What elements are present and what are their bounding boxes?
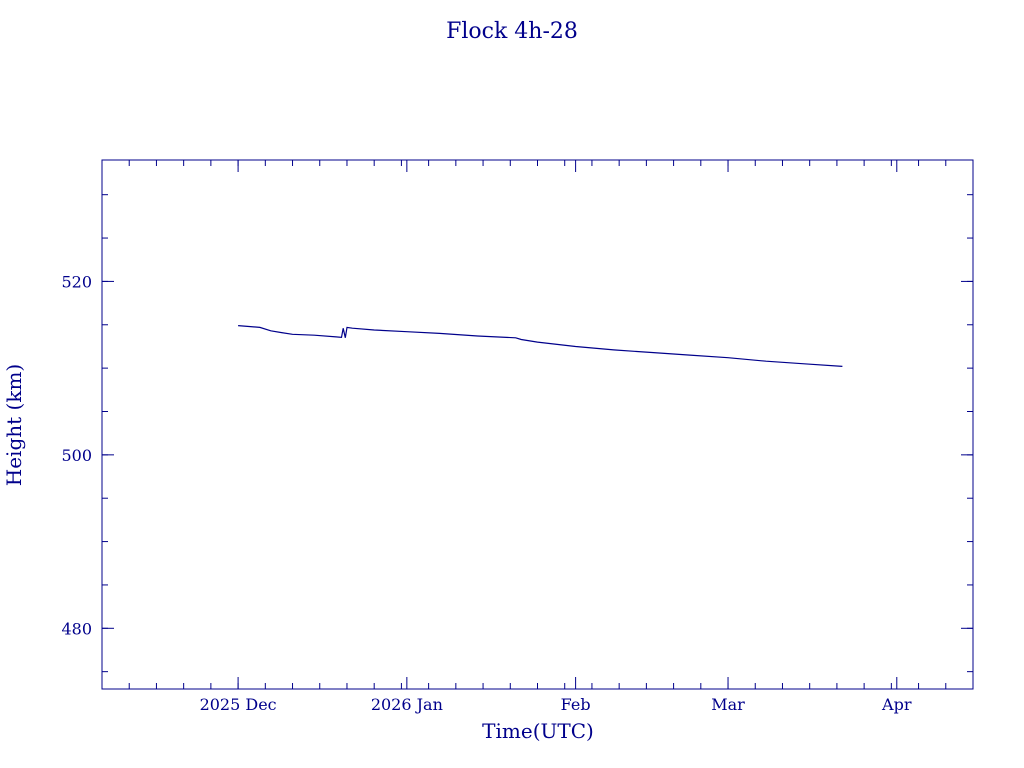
x-tick-label: Mar [711,695,745,714]
x-tick-label: Apr [881,695,912,714]
tick-layer [101,160,974,689]
x-tick-label: 2026 Jan [371,695,443,714]
y-tick-label: 480 [61,619,92,638]
x-tick-label: 2025 Dec [200,695,277,714]
y-tick-label: 520 [61,272,92,291]
y-axis-label: Height (km) [2,364,26,486]
x-axis-label: Time(UTC) [482,719,594,743]
height-series-line [238,325,843,367]
plot-frame [101,159,974,690]
chart-title: Flock 4h-28 [446,19,578,44]
tick-label-layer: 480 500 520 2025 Dec 2026 Jan Feb Mar Apr [61,272,911,714]
x-tick-label: Feb [561,695,591,714]
series-layer [238,325,843,367]
y-tick-label: 500 [61,446,92,465]
